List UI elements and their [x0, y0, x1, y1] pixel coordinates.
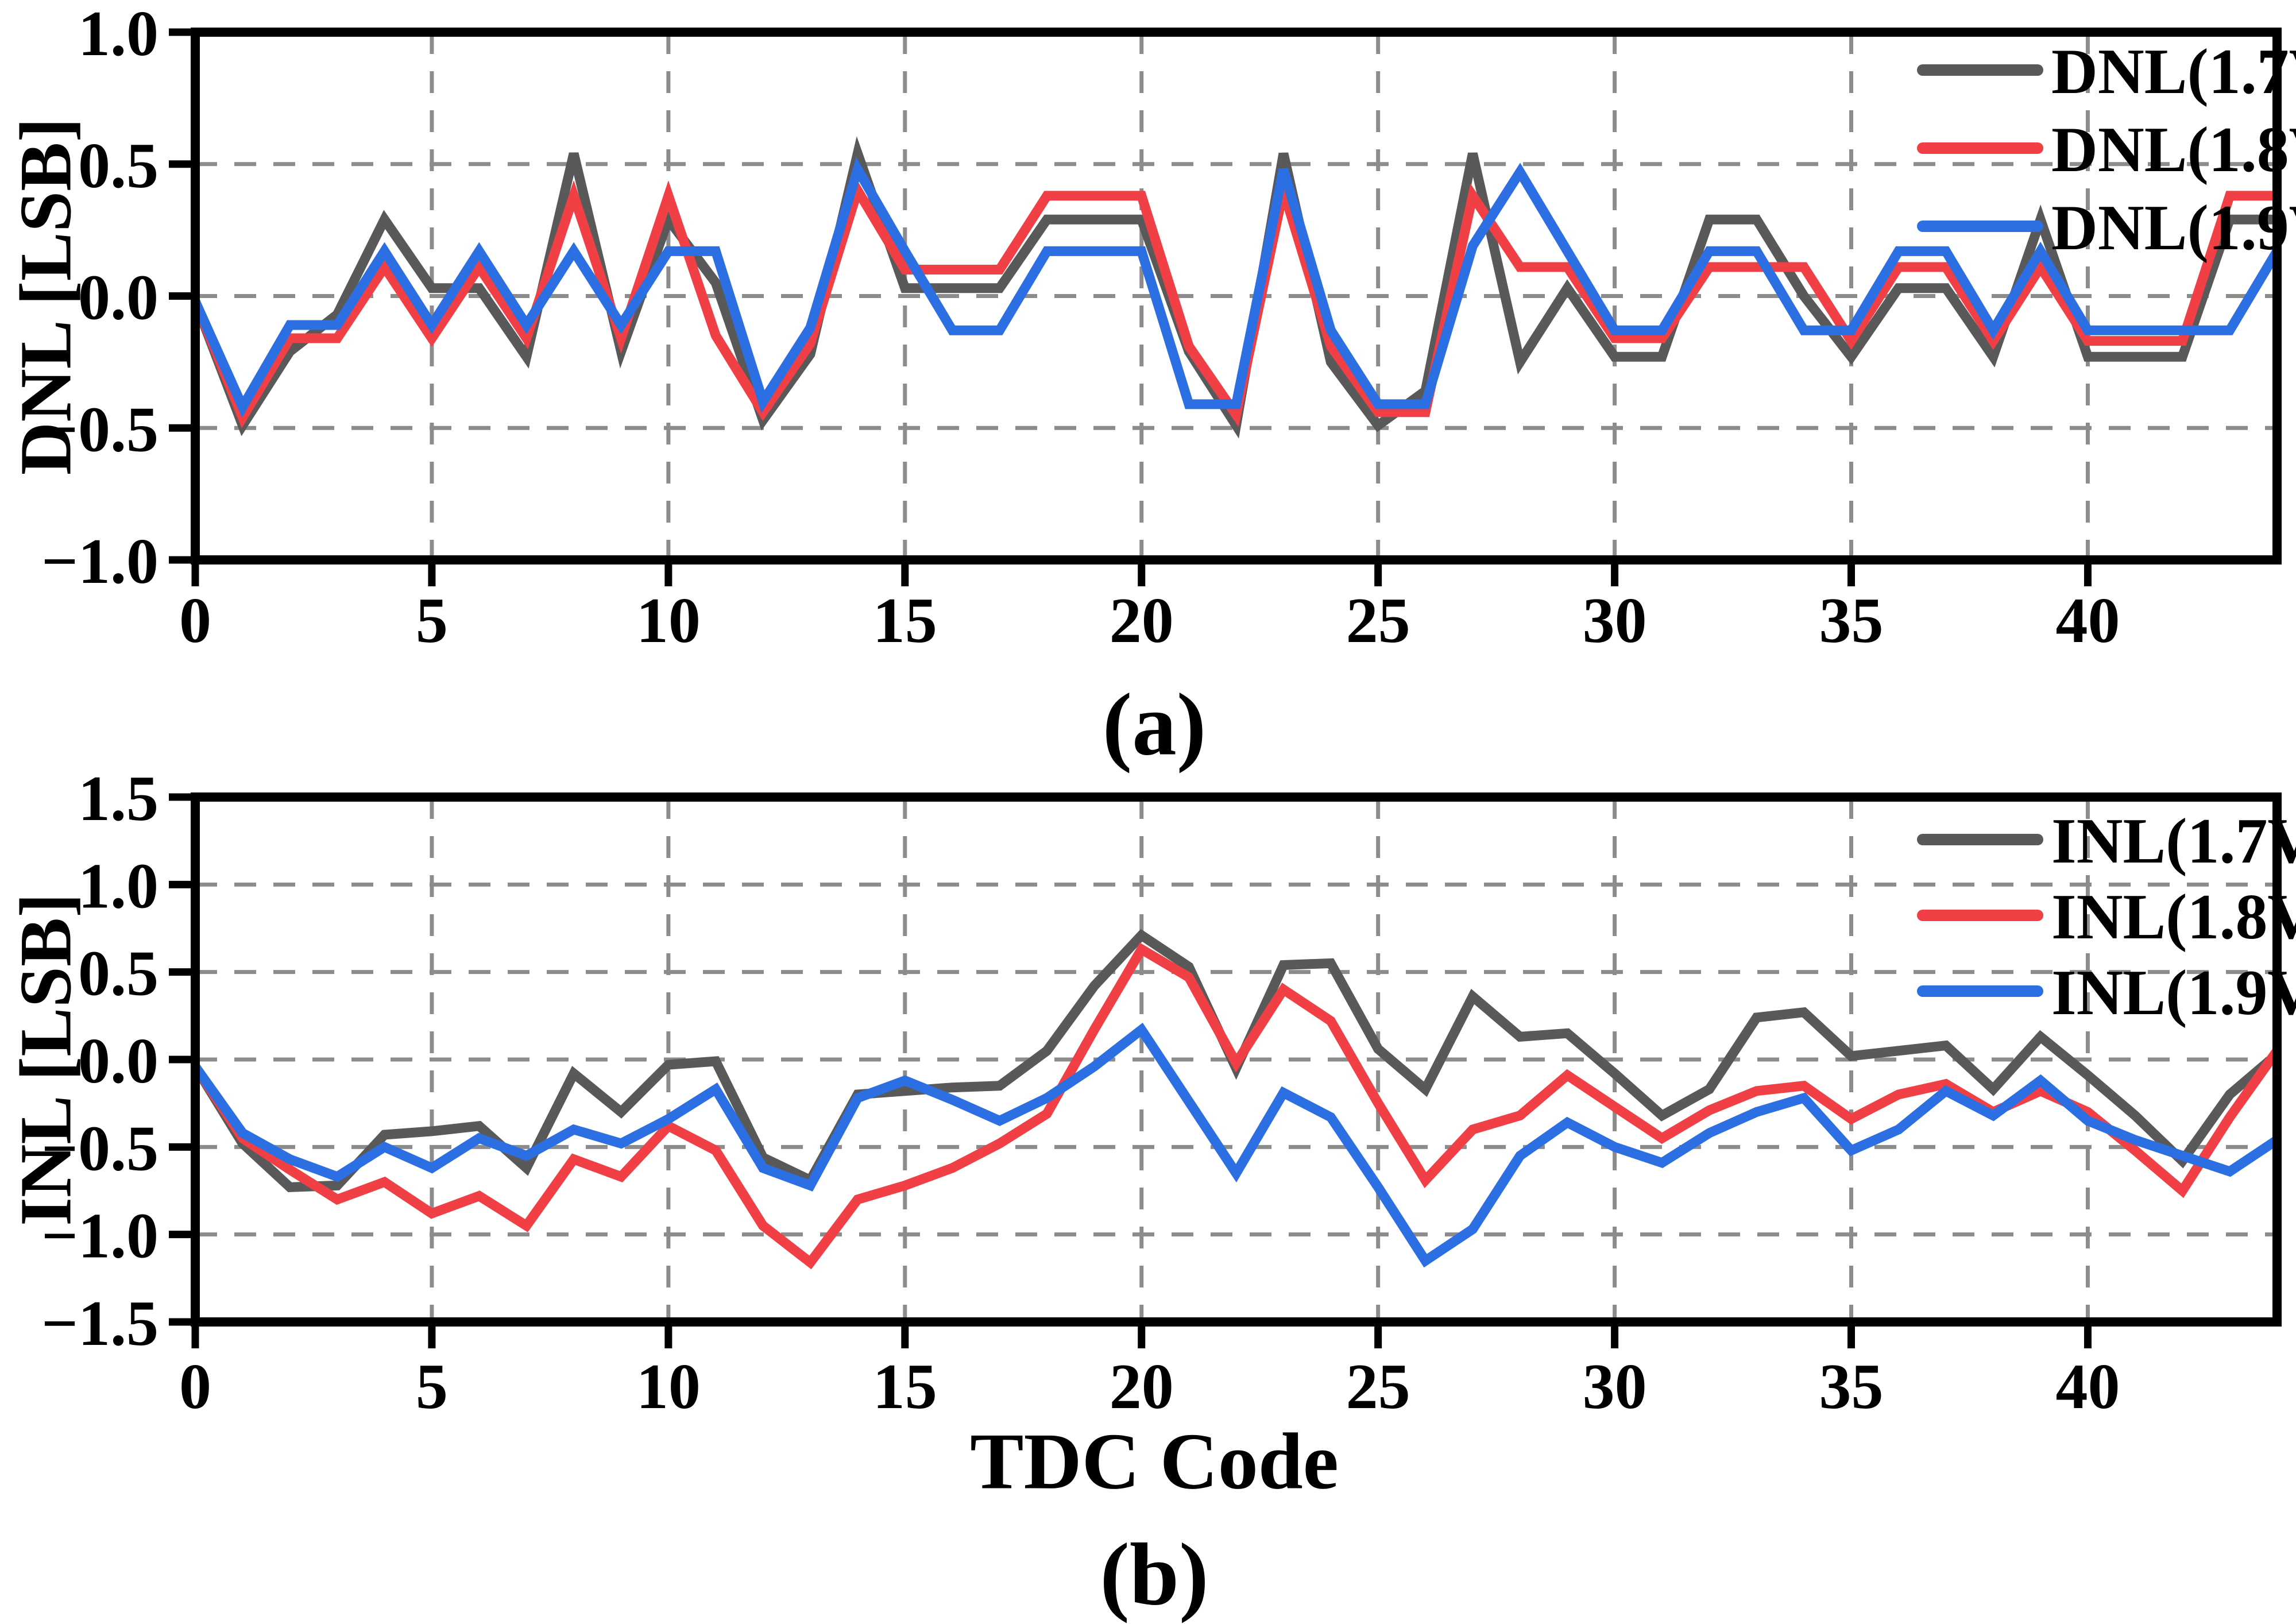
x-tick-label: 10 [636, 1351, 701, 1422]
x-tick-label: 20 [1110, 1351, 1174, 1422]
x-tick-label: 5 [416, 1351, 448, 1422]
y-tick-label: −1.0 [41, 1201, 159, 1272]
y-tick-label: −1.0 [41, 526, 159, 597]
y-tick-label: 0.5 [78, 130, 159, 202]
dnl18v-line [191, 178, 2277, 428]
x-tick-label: 30 [1583, 585, 1647, 656]
legend-label: DNL(1.9V) [2051, 192, 2296, 264]
panel-a-label: (a) [1102, 675, 1207, 774]
legend-label: INL(1.7V) [2051, 806, 2296, 877]
y-tick-label: 1.0 [78, 0, 159, 69]
x-tick-label: 15 [873, 585, 937, 656]
x-tick-label: 35 [1819, 585, 1884, 656]
y-tick-label: 1.0 [78, 850, 159, 922]
y-tick-label: −0.5 [41, 1113, 159, 1184]
x-tick-label: 0 [179, 1351, 211, 1422]
y-tick-label: 0.5 [78, 938, 159, 1010]
x-tick-label: 25 [1346, 585, 1410, 656]
dnl-y-axis-title: DNL [LSB] [5, 117, 87, 475]
dnl19v-line [191, 157, 2282, 418]
y-tick-label: −0.5 [41, 394, 159, 465]
x-tick-label: 40 [2055, 1351, 2120, 1422]
inl19v-line [191, 1022, 2280, 1268]
dnl-chart: 1.0 0.5 0.0 −0.5 −1.0 0 5 10 15 20 25 30 35 40 DNL(1.7… [41, 0, 2296, 656]
x-tick-label: 30 [1583, 1351, 1647, 1422]
y-tick-label: 0.0 [78, 1026, 159, 1097]
x-axis-title: TDC Code [970, 1417, 1339, 1506]
x-tick-label: 20 [1110, 585, 1174, 656]
x-tick-label: 5 [416, 585, 448, 656]
legend-label: DNL(1.7V) [2051, 36, 2296, 107]
inl-chart: 1.5 1.0 0.5 0.0 −0.5 −1.0 −1.5 0 5 10 15 20 25 30 35 40… [41, 763, 2296, 1422]
inl-y-axis-title: INL [LSB] [5, 893, 87, 1226]
y-tick-label: 1.5 [78, 763, 159, 834]
x-tick-label: 10 [636, 585, 701, 656]
x-tick-label: 25 [1346, 1351, 1410, 1422]
panel-b-label: (b) [1100, 1525, 1209, 1624]
inl18v-line [191, 942, 2281, 1270]
x-tick-label: 40 [2055, 585, 2120, 656]
legend-label: INL(1.9V) [2051, 957, 2296, 1028]
x-tick-label: 0 [179, 585, 211, 656]
y-tick-label: −1.5 [41, 1288, 159, 1359]
legend-label: DNL(1.8V) [2051, 114, 2296, 185]
legend-label: INL(1.8V) [2051, 881, 2296, 953]
x-tick-label: 35 [1819, 1351, 1884, 1422]
y-tick-label: 0.0 [78, 262, 159, 334]
x-tick-label: 15 [873, 1351, 937, 1422]
